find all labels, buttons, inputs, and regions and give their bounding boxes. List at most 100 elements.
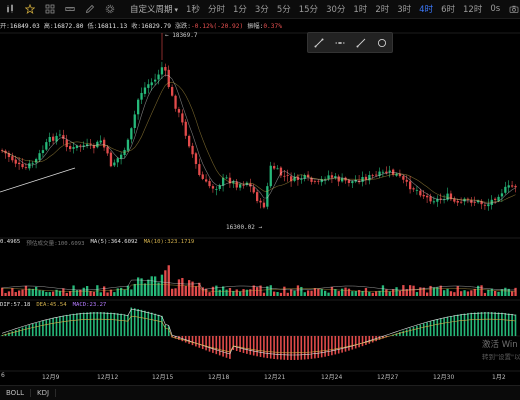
tab-4h[interactable]: 4时 xyxy=(419,5,434,15)
high-price-label: ← 18369.7 xyxy=(165,32,198,39)
volume-bar xyxy=(48,292,51,296)
volume-bar xyxy=(52,291,55,296)
circle-shape-icon[interactable] xyxy=(375,36,389,50)
volume-bar xyxy=(55,289,58,296)
volume-bar xyxy=(405,289,408,296)
volume-bar xyxy=(378,290,381,296)
tab-30m[interactable]: 30分 xyxy=(326,5,346,15)
candle-body xyxy=(215,189,218,190)
volume-bar xyxy=(228,288,232,296)
tab-6h[interactable]: 6时 xyxy=(441,5,455,15)
volume-bar xyxy=(150,276,153,296)
candle-body xyxy=(188,135,191,147)
macd-dif-line xyxy=(2,308,516,356)
volume-bar xyxy=(351,291,354,296)
candle-body xyxy=(137,99,140,115)
volume-bar xyxy=(262,292,266,296)
tab-custom-period[interactable]: 自定义周期 ▾ xyxy=(130,5,179,15)
candle-body xyxy=(327,175,330,179)
volume-bar xyxy=(65,292,68,296)
volume-bar xyxy=(92,291,96,296)
refresh-interval[interactable]: 0s xyxy=(490,4,501,14)
horizontal-line-icon[interactable] xyxy=(333,36,347,50)
grid-icon[interactable] xyxy=(40,0,60,19)
activation-watermark: 激活 Win xyxy=(482,340,518,350)
volume-bar xyxy=(456,286,459,296)
x-tick: 12月24 xyxy=(321,374,343,381)
trend-line-icon[interactable] xyxy=(312,36,326,50)
candle-body xyxy=(494,198,497,200)
indicator-tabs: BOLL KDJ xyxy=(0,385,520,400)
volume-bar xyxy=(313,288,317,296)
x-tick: 12月30 xyxy=(433,374,455,381)
candle-body xyxy=(245,182,249,185)
candle-body xyxy=(58,134,62,136)
volume-bar xyxy=(225,289,228,296)
candle-body xyxy=(252,187,255,193)
volume-bar xyxy=(140,278,143,296)
candle-body xyxy=(351,181,354,184)
volume-bar xyxy=(317,288,320,296)
volume-bar xyxy=(154,276,157,296)
volume-bar xyxy=(143,283,147,296)
candle-body xyxy=(167,69,170,87)
settings-icon[interactable] xyxy=(100,0,120,19)
candle-body xyxy=(14,159,17,164)
tab-12h[interactable]: 12时 xyxy=(463,5,483,15)
tab-1h[interactable]: 1时 xyxy=(353,5,368,15)
tab-timeshare[interactable]: 分时 xyxy=(207,5,225,15)
volume-bar xyxy=(439,285,442,296)
candle-body xyxy=(402,176,405,180)
candle-body xyxy=(106,147,109,154)
volume-bar xyxy=(201,287,204,296)
ray-line-icon[interactable] xyxy=(354,36,368,50)
ruler-icon[interactable] xyxy=(60,0,80,19)
candle-body xyxy=(262,202,266,208)
star-icon[interactable] xyxy=(20,0,40,19)
volume-bar xyxy=(466,291,470,296)
tab-kdj[interactable]: KDJ xyxy=(31,389,57,397)
tab-1s[interactable]: 1秒 xyxy=(186,5,200,15)
volume-bar xyxy=(41,290,45,296)
tab-5m[interactable]: 5分 xyxy=(276,5,291,15)
ohlc-readout: 开:16849.03 高:16872.80 低:16811.13 收:16829… xyxy=(0,21,282,31)
volume-bar xyxy=(480,285,483,296)
volume-bar xyxy=(160,274,164,296)
volume-bar xyxy=(174,288,177,296)
volume-bar xyxy=(133,283,136,296)
candle-body xyxy=(41,150,45,154)
tab-3m[interactable]: 3分 xyxy=(254,5,269,15)
volume-bar xyxy=(429,285,432,296)
candle-body xyxy=(140,92,143,100)
volume-bar xyxy=(242,289,245,296)
tab-1m[interactable]: 1分 xyxy=(232,5,247,15)
volume-bar xyxy=(330,286,334,296)
volume-bar xyxy=(500,289,504,296)
tab-boll[interactable]: BOLL xyxy=(0,389,31,397)
candle-body xyxy=(463,198,466,202)
candle-body xyxy=(477,200,480,203)
candle-body xyxy=(150,82,153,86)
candle-body xyxy=(232,181,235,184)
camera-icon[interactable] xyxy=(504,0,520,19)
tab-3h[interactable]: 3时 xyxy=(397,5,412,15)
candle-body xyxy=(490,199,493,206)
candle-body xyxy=(460,201,463,203)
candle-body xyxy=(99,140,102,143)
volume-bar xyxy=(361,290,364,296)
tab-15m[interactable]: 15分 xyxy=(298,5,319,15)
volume-bar xyxy=(286,292,289,296)
draw-pencil-icon[interactable] xyxy=(80,0,100,19)
candle-body xyxy=(31,162,34,164)
kline-chart[interactable]: ← 18369.7 16300.02 → xyxy=(0,0,520,372)
candlestick-icon[interactable] xyxy=(0,0,20,19)
candle-body xyxy=(184,121,187,136)
x-axis: 6 12月9 12月12 12月15 12月18 12月21 12月24 12月… xyxy=(0,372,520,382)
volume-bar xyxy=(86,286,89,296)
volume-ma10-line xyxy=(2,284,516,292)
volume-bar xyxy=(194,286,198,296)
candle-body xyxy=(364,176,368,180)
tab-2h[interactable]: 2时 xyxy=(375,5,390,15)
candle-body xyxy=(21,163,24,168)
